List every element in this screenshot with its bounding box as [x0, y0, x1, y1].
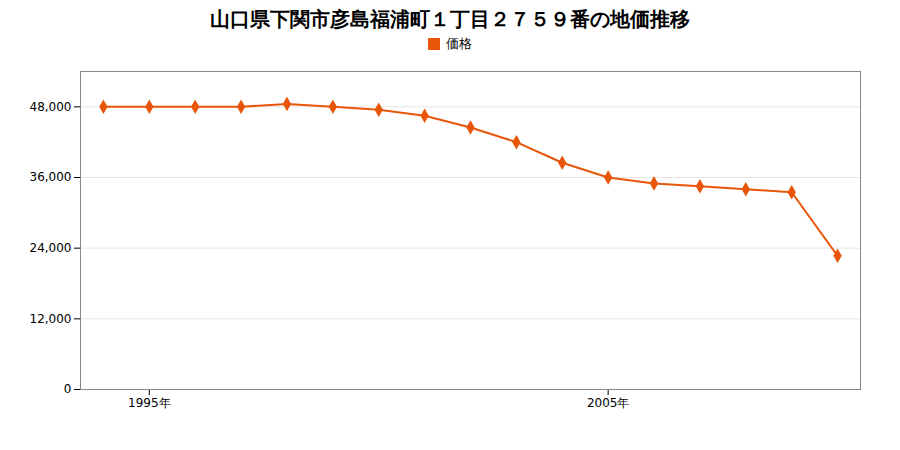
svg-text:2005年: 2005年 [587, 396, 630, 410]
html-text:価格: 価格 [446, 36, 472, 51]
svg-text:24,000: 24,000 [30, 241, 72, 255]
svg-text:0: 0 [64, 382, 72, 396]
svg-text:12,000: 12,000 [30, 312, 72, 326]
svg-text:36,000: 36,000 [30, 170, 72, 184]
html-text:山口県下関市彦島福浦町１丁目２７５９番の地価推移: 山口県下関市彦島福浦町１丁目２７５９番の地価推移 [210, 7, 690, 31]
svg-text:1995年: 1995年 [128, 396, 171, 410]
svg-text:48,000: 48,000 [30, 100, 72, 114]
